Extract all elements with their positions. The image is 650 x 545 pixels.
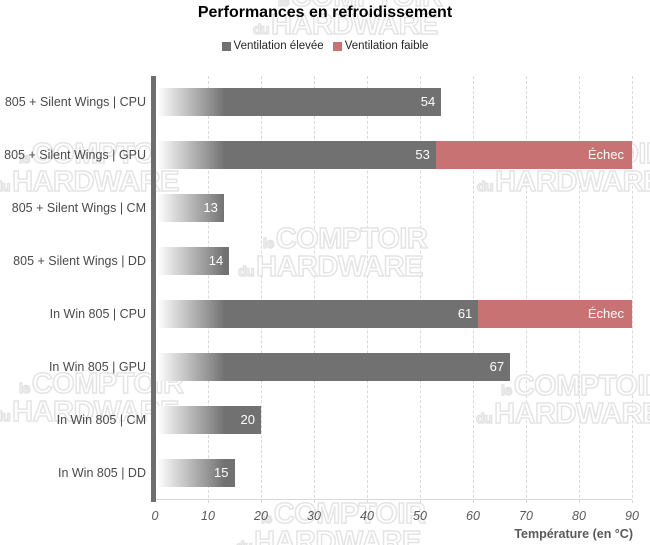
legend-item-low: Ventilation faible (332, 40, 429, 52)
x-tick-label: 10 (201, 509, 215, 523)
y-axis-line (151, 76, 156, 502)
bar-ventilation-elevee: 13 (155, 194, 224, 223)
category-label: 805 + Silent Wings | CPU (4, 95, 146, 110)
category-label: In Win 805 | GPU (48, 359, 146, 374)
x-tick-label: 20 (254, 509, 268, 523)
gridline (632, 76, 633, 503)
bar-ventilation-faible: Échec (435, 141, 632, 170)
bar-value-label: 67 (489, 358, 505, 374)
bar-ventilation-elevee: 20 (155, 405, 261, 434)
bar-ventilation-elevee: 53 (155, 141, 436, 170)
x-tick-label: 50 (413, 509, 427, 523)
gridline (208, 76, 209, 503)
x-tick-label: 30 (307, 509, 321, 523)
bar-ventilation-elevee: 14 (155, 247, 230, 276)
bar-ventilation-elevee: 67 (155, 352, 511, 381)
category-label: In Win 805 | DD (57, 465, 146, 480)
x-tick-label: 80 (572, 509, 586, 523)
legend: Ventilation élevée Ventilation faible (0, 40, 650, 52)
bar-value-label: 15 (214, 464, 229, 480)
gridline (420, 76, 421, 503)
gridline (314, 76, 315, 503)
bar-ventilation-elevee: 15 (155, 458, 235, 487)
fail-label: Échec (587, 305, 624, 321)
category-label: 805 + Silent Wings | GPU (4, 148, 146, 163)
bar-value-label: 61 (457, 305, 473, 321)
legend-swatch-high-icon (221, 41, 231, 51)
bar-value-label: 53 (415, 147, 430, 163)
category-label: In Win 805 | CM (56, 412, 146, 427)
bar-value-label: 20 (240, 411, 255, 427)
x-tick-label: 40 (360, 509, 374, 523)
x-tick-label: 60 (466, 509, 480, 523)
bar-value-label: 14 (208, 253, 224, 269)
legend-item-high: Ventilation élevée (221, 40, 324, 52)
legend-label-high: Ventilation élevée (233, 40, 324, 52)
bar-value-label: 54 (420, 94, 436, 110)
plot-area: 54 53 Échec 13 14 61 Échec 67 20 15 (155, 76, 633, 503)
legend-label-low: Ventilation faible (344, 40, 429, 52)
gridline (367, 76, 368, 503)
gridline (261, 76, 262, 503)
gridline (473, 76, 474, 503)
x-tick-label: 0 (151, 509, 159, 523)
fail-label: Échec (587, 147, 624, 163)
bar-value-label: 13 (203, 200, 218, 216)
bar-ventilation-faible: Échec (478, 299, 632, 328)
category-label: 805 + Silent Wings | CM (11, 201, 146, 216)
gridline (579, 76, 580, 503)
x-tick-label: 90 (625, 509, 639, 523)
bar-ventilation-elevee: 61 (155, 299, 479, 328)
gridline (526, 76, 527, 503)
legend-swatch-low-icon (332, 41, 342, 51)
category-label: In Win 805 | CPU (49, 306, 146, 321)
category-label: 805 + Silent Wings | DD (13, 254, 146, 269)
x-tick-label: 70 (519, 509, 533, 523)
chart-title: Performances en refroidissement (197, 4, 453, 21)
x-axis-title: Température (en °C) (514, 527, 633, 541)
bar-ventilation-elevee: 54 (155, 88, 442, 117)
